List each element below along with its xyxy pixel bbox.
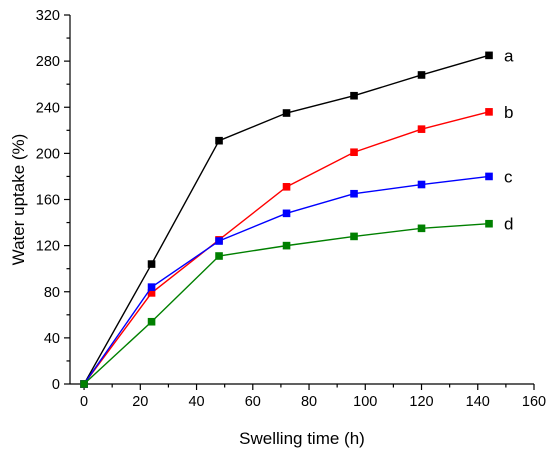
y-tick-label: 0: [52, 377, 60, 393]
series-label-c: c: [504, 167, 513, 186]
data-point: [417, 224, 426, 233]
x-tick-label: 100: [353, 394, 377, 410]
data-point: [282, 241, 291, 250]
x-tick-label: 0: [80, 394, 88, 410]
data-point: [350, 91, 358, 100]
data-point: [417, 71, 426, 79]
data-point: [282, 109, 291, 117]
data-point: [485, 172, 493, 181]
plot-area: a b c d: [80, 46, 514, 388]
y-axis-title: Water uptake (%): [9, 134, 28, 266]
series-line-c: [83, 175, 490, 385]
x-tick-label: 160: [522, 394, 546, 410]
x-tick-label: 60: [245, 394, 261, 410]
y-tick-label: 80: [44, 285, 60, 301]
data-point: [417, 180, 426, 189]
y-tick-label: 240: [36, 100, 60, 116]
data-point: [350, 189, 358, 198]
data-point: [350, 232, 358, 241]
data-point: [350, 148, 358, 157]
data-point: [147, 289, 156, 297]
data-point: [485, 51, 493, 60]
x-tick-label: 40: [188, 394, 204, 410]
series-label-a: a: [504, 46, 514, 65]
y-tick-label: 200: [36, 146, 60, 162]
data-point: [147, 260, 156, 268]
data-point: [215, 136, 223, 145]
x-tick-label: 140: [466, 394, 490, 410]
y-tick-label: 160: [36, 193, 60, 209]
series-label-d: d: [504, 215, 513, 234]
data-point: [147, 317, 156, 326]
series-line-a: [83, 54, 490, 385]
data-point: [147, 283, 156, 291]
x-axis-title: Swelling time (h): [239, 429, 365, 448]
y-tick-label: 280: [36, 54, 60, 70]
series-label-b: b: [504, 103, 513, 122]
data-point: [485, 108, 493, 116]
data-point: [282, 209, 291, 218]
data-point: [215, 252, 223, 260]
data-point: [215, 237, 223, 245]
y-tick-label: 40: [44, 331, 60, 347]
x-tick-label: 80: [301, 394, 317, 410]
data-point: [282, 183, 291, 191]
x-tick-label: 120: [409, 394, 433, 410]
data-point: [485, 219, 493, 228]
x-tick-label: 20: [132, 394, 148, 410]
y-tick-label: 320: [36, 8, 60, 24]
data-point: [80, 380, 88, 388]
data-point: [417, 125, 426, 133]
y-tick-label: 120: [36, 239, 60, 255]
axes: 0 20 40 60 80 100 120 140 160 0 40 80 120 160 200 240 28…: [36, 8, 546, 410]
